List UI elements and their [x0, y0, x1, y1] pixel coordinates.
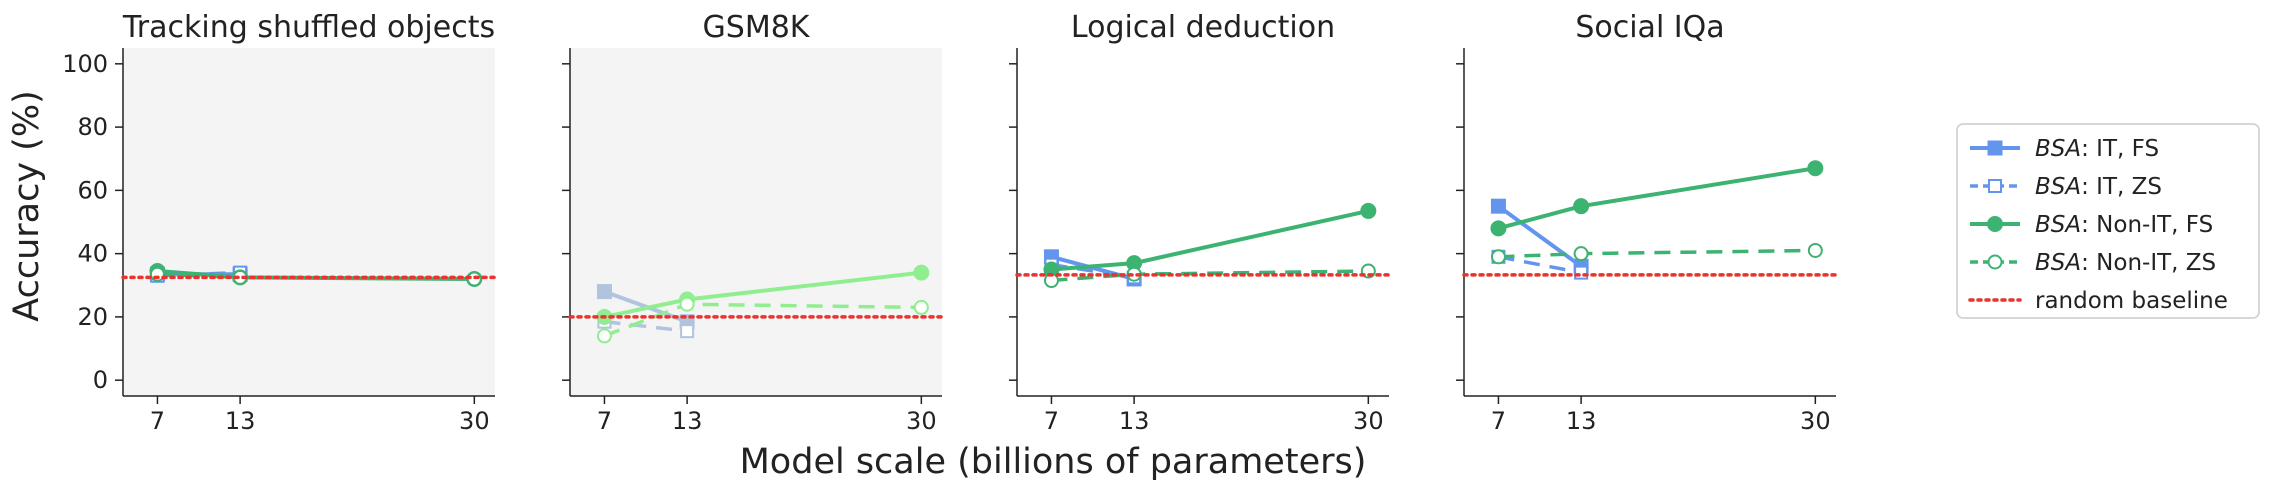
legend-marker [1987, 140, 2003, 156]
legend-method: BSA [2035, 136, 2081, 162]
legend-frame [1956, 123, 2260, 319]
legend-method: BSA [2035, 250, 2081, 276]
x-tick-label: 13 [1566, 407, 1597, 435]
series-nonit-zs [596, 296, 929, 344]
panel-background [570, 48, 942, 396]
x-tick-label: 7 [150, 407, 165, 435]
panel-background [123, 48, 495, 396]
legend-method: BSA [2035, 174, 2081, 200]
legend-suffix: random baseline [2035, 288, 2228, 314]
series-line [1497, 166, 1816, 231]
series-it-fs [1490, 198, 1589, 274]
y-tick-label: 100 [62, 50, 108, 78]
data-point [596, 328, 612, 344]
legend-label: BSA: IT, FS [2035, 136, 2159, 162]
series-nonit-fs [1490, 160, 1824, 237]
legend-suffix: : IT, ZS [2081, 174, 2162, 200]
legend-item: BSA: IT, ZS [1970, 174, 2162, 200]
legend-item: BSA: IT, FS [1970, 136, 2159, 162]
panel-4: 7 13 30 Social IQa [1456, 10, 1838, 435]
legend-item: BSA: Non-IT, FS [1970, 212, 2213, 238]
legend-label: random baseline [2035, 288, 2228, 314]
series-line [1497, 204, 1583, 268]
legend-label: BSA: Non-IT, ZS [2035, 250, 2216, 276]
legend-suffix: : Non-IT, ZS [2081, 250, 2216, 276]
data-point [1490, 198, 1506, 214]
legend-suffix: : IT, FS [2081, 136, 2159, 162]
legend-marker [1987, 254, 2003, 270]
x-tick-label: 30 [1800, 407, 1831, 435]
data-point [679, 296, 695, 312]
x-tick-label: 30 [459, 407, 490, 435]
series-line [604, 319, 688, 333]
data-point [1490, 249, 1506, 265]
y-tick-label: 80 [77, 113, 108, 141]
legend-marker [1987, 216, 2003, 232]
data-point [1807, 160, 1824, 177]
panel-1: 0 20 40 60 80 100 7 13 30 Tracking shuffled objec… [62, 10, 497, 435]
legend-suffix: : Non-IT, FS [2081, 212, 2213, 238]
x-axis-label: Model scale (billions of parameters) [740, 442, 1367, 482]
legend-item: BSA: Non-IT, ZS [1970, 250, 2216, 276]
data-point [1490, 220, 1507, 237]
series-nonit-fs [1043, 202, 1377, 278]
y-tick-label: 20 [77, 303, 108, 331]
data-point [913, 299, 929, 315]
legend-label: BSA: IT, ZS [2035, 174, 2162, 200]
data-point [1807, 242, 1823, 258]
panel-title: GSM8K [703, 10, 811, 45]
x-tick-label: 30 [906, 407, 937, 435]
series-line [1498, 255, 1582, 275]
data-point [913, 264, 930, 281]
panel-title: Logical deduction [1071, 10, 1335, 45]
data-point [596, 284, 612, 300]
panel-2: 7 13 30 GSM8K [562, 10, 944, 435]
x-tick-label: 7 [1044, 407, 1059, 435]
series-line [1051, 208, 1369, 272]
data-point [1573, 246, 1589, 262]
x-tick-label: 7 [597, 407, 612, 435]
legend-marker [1988, 179, 2002, 193]
legend-item: random baseline [1968, 288, 2228, 314]
legend-label: BSA: Non-IT, FS [2035, 212, 2213, 238]
series-nonit-zs [1490, 242, 1823, 265]
y-tick-label: 0 [93, 366, 108, 394]
x-tick-label: 13 [672, 407, 703, 435]
x-tick-label: 13 [1119, 407, 1150, 435]
data-point [680, 324, 695, 339]
data-point [1574, 265, 1589, 280]
data-point [1573, 198, 1590, 215]
panel-3: 7 13 30 Logical deduction [1009, 10, 1391, 435]
legend-method: BSA [2035, 212, 2081, 238]
x-tick-label: 7 [1491, 407, 1506, 435]
panel-title: Tracking shuffled objects [122, 10, 495, 45]
x-tick-label: 13 [225, 407, 256, 435]
x-tick-label: 30 [1353, 407, 1384, 435]
y-tick-label: 40 [77, 240, 108, 268]
y-axis-label: Accuracy (%) [7, 90, 47, 321]
y-tick-label: 60 [77, 176, 108, 204]
data-point [1360, 202, 1377, 219]
panel-title: Social IQa [1575, 10, 1724, 45]
panels: 0 20 40 60 80 100 7 13 30 Tracking shuffled objec… [62, 10, 1838, 435]
series-line [1498, 248, 1816, 259]
